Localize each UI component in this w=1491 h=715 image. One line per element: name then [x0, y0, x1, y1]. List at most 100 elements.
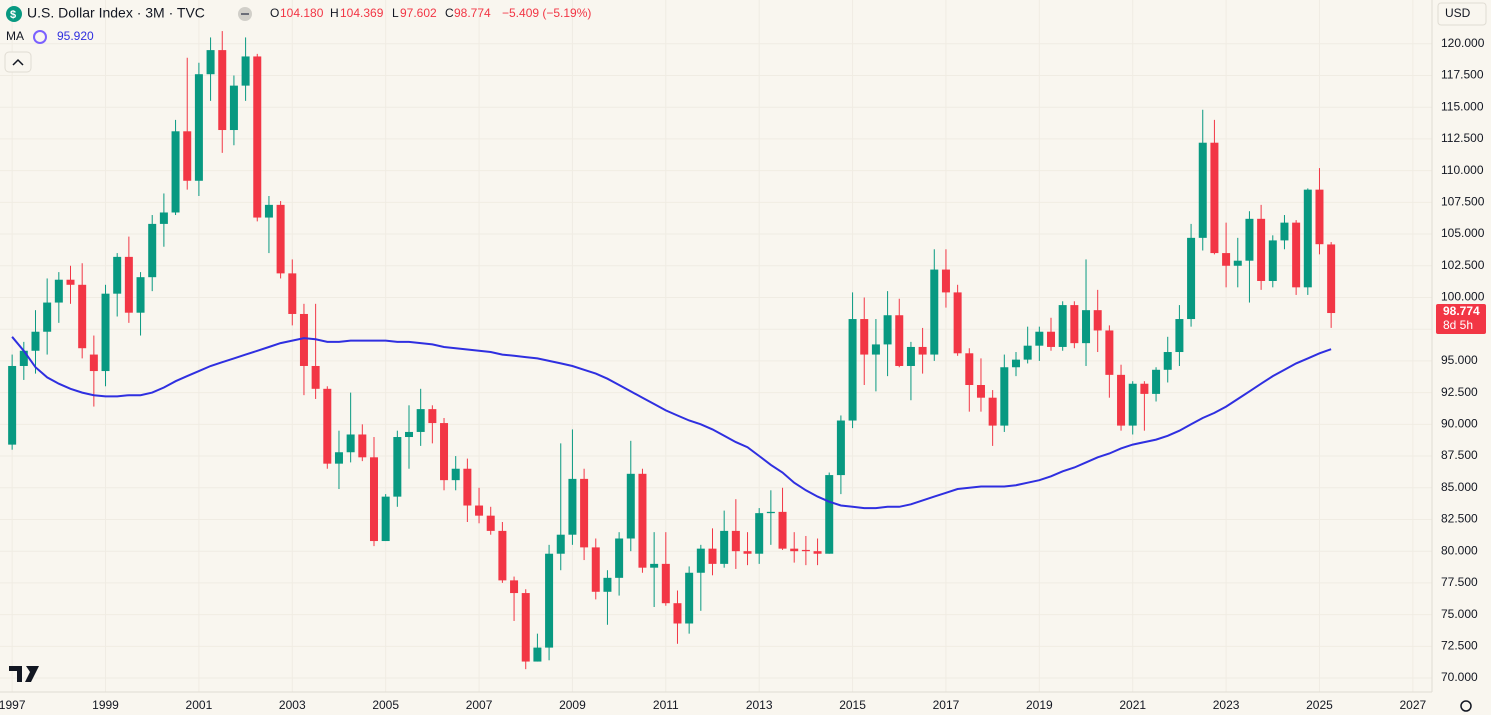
candle-body	[358, 434, 367, 458]
x-tick-label: 1997	[0, 698, 26, 712]
y-tick-label: 92.500	[1441, 385, 1478, 399]
candle-body	[1210, 142, 1219, 254]
x-tick-label: 2027	[1400, 698, 1427, 712]
ohlc-value: 97.602	[400, 6, 437, 20]
x-tick-label: 2025	[1306, 698, 1333, 712]
change-label: −5.409 (−5.19%)	[502, 6, 591, 20]
candle-body	[253, 56, 262, 218]
ma-settings-icon[interactable]	[33, 30, 47, 44]
candle-body	[8, 365, 17, 445]
candle-body	[1105, 330, 1114, 375]
candle-body	[1023, 345, 1032, 360]
candle-body	[498, 530, 507, 581]
ohlc-value: 104.180	[280, 6, 324, 20]
candle-body	[183, 131, 192, 181]
candle-body	[906, 346, 915, 366]
candle-body	[1222, 253, 1231, 266]
candle-body	[124, 256, 133, 313]
candle-body	[580, 478, 589, 548]
candle-body	[1280, 222, 1289, 241]
y-tick-label: 95.000	[1441, 353, 1478, 367]
candle-body	[1257, 218, 1266, 281]
candle-body	[696, 548, 705, 573]
x-tick-label: 2003	[279, 698, 306, 712]
ma-legend-value: 95.920	[57, 29, 94, 43]
settings-icon[interactable]	[1460, 700, 1472, 712]
candle-body	[323, 388, 332, 464]
candle-body	[416, 409, 425, 432]
ohlc-key: L	[392, 6, 399, 20]
candle-body	[113, 256, 122, 294]
candle-body	[883, 315, 892, 345]
candle-body	[1140, 383, 1149, 394]
candle-body	[229, 85, 238, 131]
logo	[9, 666, 39, 682]
candle-body	[311, 365, 320, 389]
y-tick-label: 77.500	[1441, 575, 1478, 589]
last-price-box	[1436, 304, 1486, 335]
candle-body	[19, 350, 28, 366]
x-tick-label: 2005	[372, 698, 399, 712]
ohlc-key: O	[270, 6, 279, 20]
ohlc-value: 104.369	[340, 6, 384, 20]
candle-body	[790, 548, 799, 552]
candle-body	[825, 475, 834, 554]
candle-body	[626, 473, 635, 539]
candle-body	[264, 204, 273, 218]
symbol-icon-glyph: $	[10, 9, 16, 21]
y-tick-label: 82.500	[1441, 512, 1478, 526]
status-icon-glyph	[241, 13, 249, 15]
y-tick-label: 72.500	[1441, 639, 1478, 653]
candle-body	[405, 431, 414, 438]
candle-body	[346, 434, 355, 453]
y-tick-label: 102.500	[1441, 258, 1485, 272]
x-tick-label: 2007	[466, 698, 493, 712]
candle-body	[475, 505, 484, 516]
y-tick-label: 80.000	[1441, 543, 1478, 557]
candle-body	[43, 302, 52, 332]
candle-body	[276, 204, 285, 274]
x-tick-label: 2021	[1119, 698, 1146, 712]
x-tick-label: 2001	[186, 698, 213, 712]
candle-body	[66, 279, 75, 285]
candle-body	[743, 551, 752, 554]
candle-body	[1303, 189, 1312, 288]
y-tick-label: 87.500	[1441, 448, 1478, 462]
candle-body	[451, 468, 460, 481]
currency-button[interactable]	[1437, 2, 1487, 26]
candle-body	[428, 409, 437, 424]
countdown-label: 8d 5h	[1443, 318, 1473, 332]
candle-body	[288, 273, 297, 314]
candle-body	[603, 577, 612, 592]
candle-body	[148, 223, 157, 278]
candle-body	[708, 548, 717, 564]
candle-body	[241, 56, 250, 86]
ma-line	[11, 336, 1332, 510]
candle-body	[440, 423, 449, 481]
y-tick-label: 100.000	[1441, 290, 1485, 304]
candle-body	[941, 269, 950, 293]
candle-body	[568, 478, 577, 535]
ohlc-key: H	[330, 6, 339, 20]
y-tick-label: 120.000	[1441, 36, 1485, 50]
candle-body	[801, 549, 810, 552]
candle-body	[1187, 237, 1196, 320]
candle-body	[31, 331, 40, 351]
candle-body	[615, 538, 624, 578]
ohlc-key: C	[445, 6, 454, 20]
candle-body	[463, 468, 472, 506]
currency-label[interactable]: USD	[1445, 6, 1471, 20]
candle-body	[1268, 240, 1277, 281]
candle-body	[673, 603, 682, 624]
candle-body	[766, 511, 775, 514]
x-tick-label: 2009	[559, 698, 586, 712]
candle-body	[1198, 142, 1207, 238]
candle-body	[953, 292, 962, 354]
collapse-button[interactable]	[4, 51, 32, 73]
candle-body	[510, 580, 519, 594]
candle-body	[194, 74, 203, 181]
candle-body	[778, 511, 787, 549]
candle-body	[1128, 383, 1137, 426]
y-tick-label: 85.000	[1441, 480, 1478, 494]
